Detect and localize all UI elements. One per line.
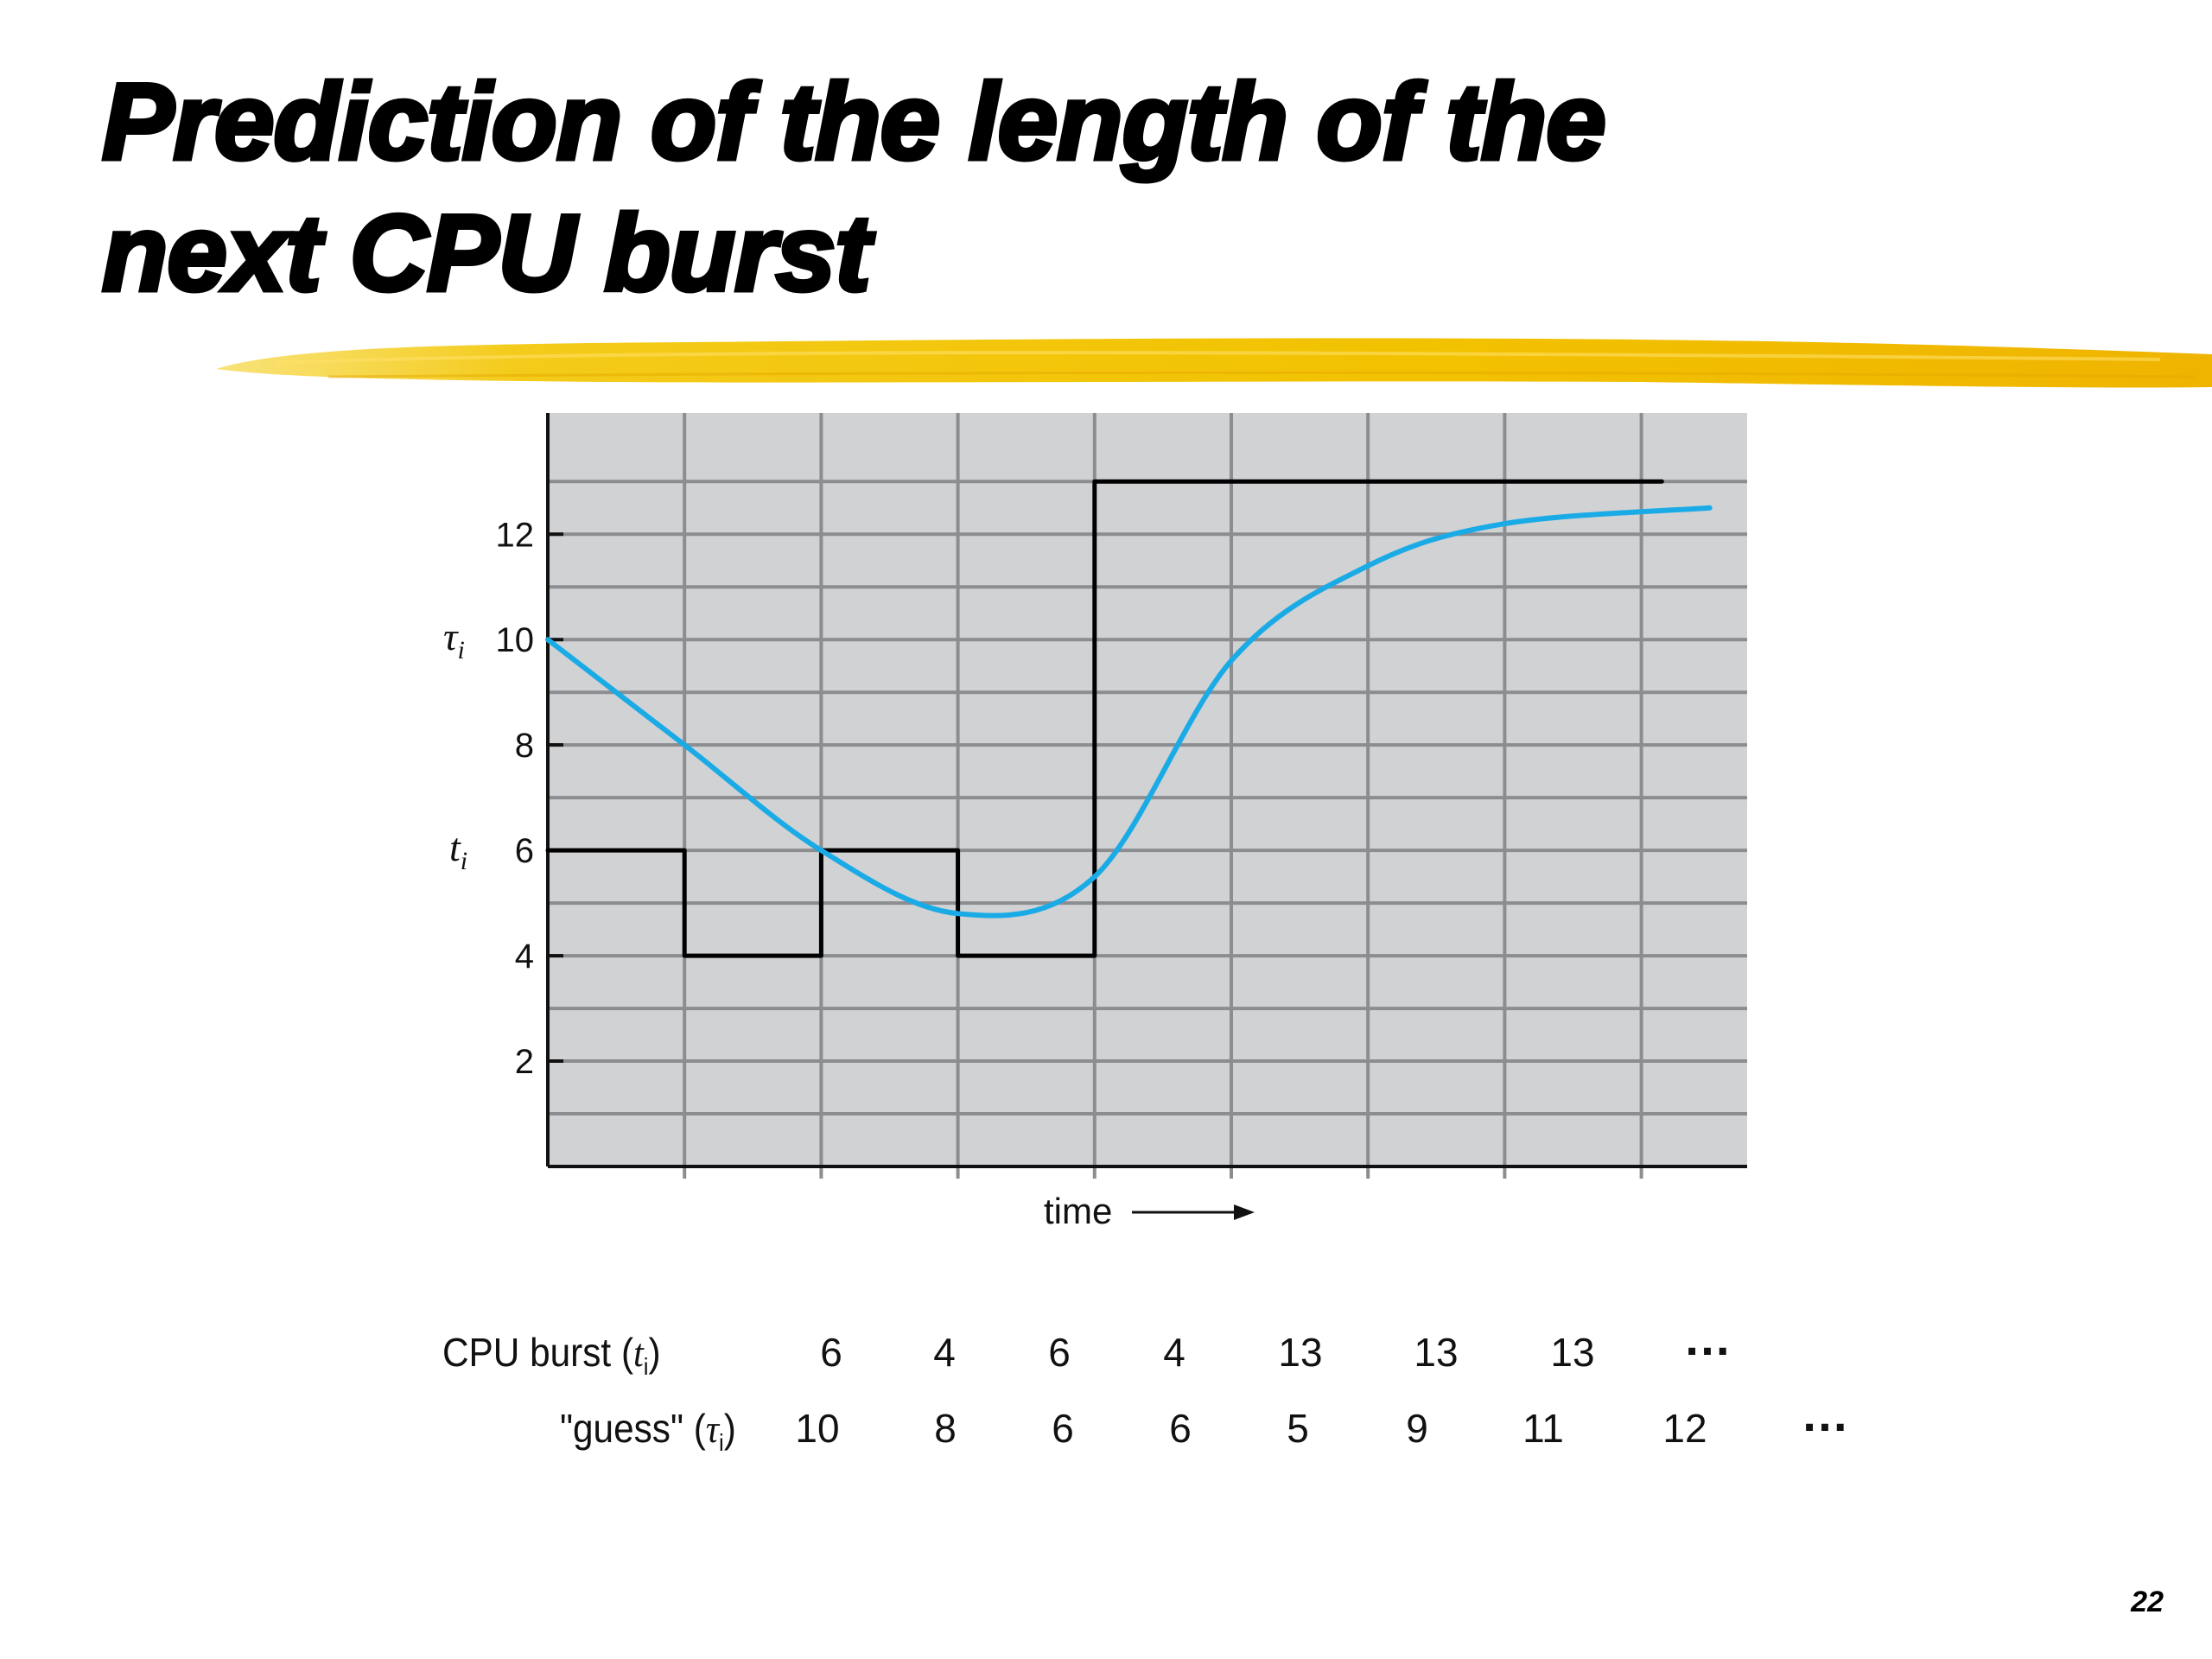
row-label-close: ) — [648, 1330, 661, 1375]
table-cell: 13 — [1278, 1330, 1323, 1375]
y-tick-labels: 2 4 6 8 10 12 — [496, 516, 535, 1081]
page-number: 22 — [2131, 1586, 2164, 1618]
row-label-subscript: i — [718, 1429, 724, 1457]
slide-title: Prediction of the length of the next CPU… — [100, 57, 1609, 320]
time-arrowhead — [1234, 1205, 1255, 1220]
y-tick-label: 10 — [496, 621, 535, 659]
row-label-symbol: τ — [705, 1407, 719, 1451]
row-label-guess: "guess" (τi) — [560, 1405, 736, 1457]
y-tick-label: 8 — [515, 727, 534, 765]
y-axis-symbols: τi ti — [443, 614, 467, 875]
table-cell: 4 — [933, 1330, 956, 1375]
x-axis-label-group: time — [1044, 1191, 1255, 1231]
table-cell: 6 — [820, 1330, 842, 1375]
table-cell: 13 — [1550, 1330, 1595, 1375]
table-cell: 4 — [1163, 1330, 1185, 1375]
title-line-2: next CPU burst — [100, 192, 874, 316]
row-label-subscript: i — [643, 1353, 649, 1381]
y-tick-label: 12 — [496, 516, 535, 554]
table-cell: 9 — [1406, 1406, 1428, 1451]
tau-i-symbol: τi — [443, 614, 465, 664]
table-cell: 6 — [1169, 1406, 1192, 1451]
series-line-cpu-burst — [545, 479, 1664, 958]
plot-background — [548, 413, 1747, 1166]
y-tick-label: 2 — [515, 1043, 534, 1081]
table-cell: 8 — [934, 1406, 957, 1451]
ti-symbol-subscript: i — [461, 847, 467, 875]
title-line-1: Prediction of the length of the — [100, 60, 1609, 185]
row-label-text: CPU burst ( — [442, 1330, 634, 1375]
y-tick-label: 6 — [515, 832, 534, 870]
row-label-close: ) — [723, 1406, 736, 1451]
row-ellipsis: … — [1683, 1311, 1737, 1365]
ti-symbol: ti — [449, 825, 467, 875]
table-cell: 5 — [1287, 1406, 1309, 1451]
table-cell: 12 — [1662, 1406, 1707, 1451]
highlighter-streak — [327, 371, 2196, 378]
axes — [546, 413, 1747, 1168]
table-cell: 13 — [1414, 1330, 1459, 1375]
table-cell: 6 — [1052, 1406, 1074, 1451]
series-line-guess — [545, 505, 1713, 918]
row-label-cpu-burst: CPU burst (ti) — [442, 1329, 661, 1381]
table-cell: 10 — [795, 1406, 840, 1451]
y-tick-label: 4 — [515, 938, 534, 976]
x-axis-label: time — [1044, 1191, 1112, 1231]
row-label-text: "guess" ( — [560, 1406, 706, 1451]
yellow-highlighter-stroke — [216, 338, 2212, 388]
tau-i-symbol-subscript: i — [457, 636, 464, 664]
row-label-symbol: t — [633, 1331, 644, 1375]
table-cell: 6 — [1048, 1330, 1071, 1375]
table-cell: 11 — [1522, 1406, 1564, 1451]
series-layer — [545, 479, 1713, 958]
highlighter-streak — [276, 351, 2161, 365]
row-ellipsis: … — [1801, 1387, 1854, 1441]
